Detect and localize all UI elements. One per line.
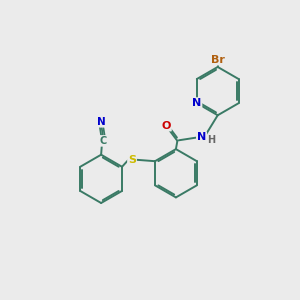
Text: Br: Br xyxy=(211,55,225,64)
Text: N: N xyxy=(197,132,206,142)
Text: N: N xyxy=(192,98,201,108)
Text: N: N xyxy=(97,117,106,127)
Text: H: H xyxy=(207,135,215,145)
Text: C: C xyxy=(100,136,107,146)
Text: O: O xyxy=(161,121,171,130)
Text: S: S xyxy=(128,155,136,165)
